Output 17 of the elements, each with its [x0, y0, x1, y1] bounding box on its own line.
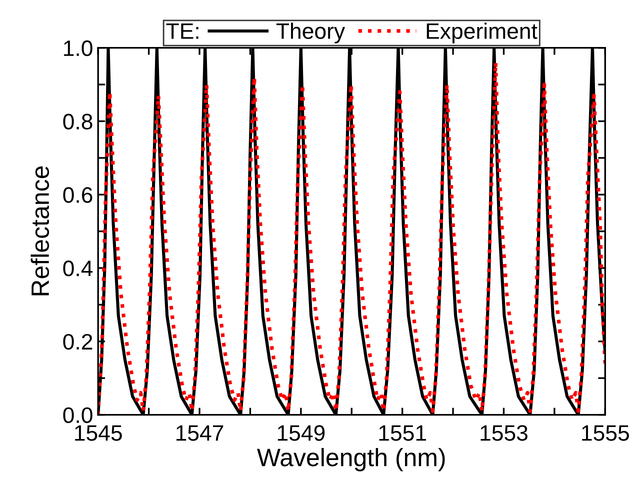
y-tick-label: 0.4	[63, 260, 93, 276]
y-tick-label: 0.8	[63, 114, 92, 130]
y-tick-label: 0.0	[63, 407, 92, 424]
x-tick-label: 1547	[176, 425, 224, 441]
x-tick-label: 1551	[379, 425, 426, 441]
x-tick-label: 1545	[75, 425, 122, 441]
legend-label: Experiment	[426, 22, 538, 44]
y-tick-label: 1.0	[64, 40, 92, 56]
x-axis-title: Wavelength (nm)	[257, 448, 445, 472]
x-tick-label: 1549	[278, 425, 325, 441]
y-tick-label: 0.2	[63, 334, 92, 350]
x-tick-label: 1555	[582, 425, 629, 441]
y-axis-title: Reflectance	[30, 166, 50, 296]
x-tick-label: 1553	[480, 425, 528, 441]
legend-title: TE:	[166, 23, 198, 39]
legend-label: Theory	[276, 22, 346, 44]
y-tick-label: 0.6	[63, 187, 92, 203]
